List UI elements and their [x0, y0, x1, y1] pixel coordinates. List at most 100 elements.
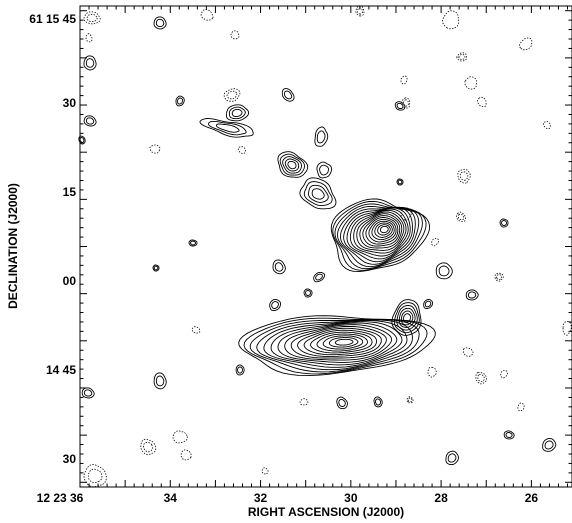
contour-line: [83, 389, 93, 397]
contour-line: [303, 288, 313, 298]
contour-line: [447, 453, 457, 463]
compact-source: [503, 430, 515, 440]
compact-source: [373, 396, 383, 408]
contour-line: [316, 130, 326, 144]
compact-source: [435, 262, 453, 280]
contour-line: [330, 198, 431, 273]
contour-line: [314, 126, 329, 147]
negative-sidelobe: [542, 120, 551, 130]
contour-line: [290, 325, 387, 359]
contour-line: [356, 211, 405, 251]
compact-source: [396, 178, 404, 186]
compact-source: [542, 437, 557, 452]
contour-line: [519, 37, 533, 51]
contour-line: [85, 117, 95, 125]
contour-line: [391, 299, 422, 336]
contour-line: [277, 151, 309, 178]
contour-line: [271, 301, 279, 309]
contour-line: [277, 322, 398, 363]
contour-line: [459, 171, 469, 181]
contour-line: [501, 220, 507, 226]
contour-line: [477, 374, 485, 382]
contour-line: [496, 274, 502, 280]
contour-line: [172, 430, 188, 444]
compact-source: [153, 16, 167, 30]
negative-sidelobe: [223, 88, 241, 102]
contour-line: [177, 97, 184, 105]
contour-line: [284, 324, 393, 361]
negative-sidelobe: [464, 76, 477, 90]
y-tick-labels: 30 14 45 00 15 30 61 15 45: [29, 12, 76, 466]
contour-line: [398, 307, 416, 328]
negative-sidelobe: [400, 75, 408, 85]
contour-line: [334, 338, 354, 346]
contour-line: [374, 222, 393, 238]
y-tick-label: 00: [63, 274, 77, 288]
contour-line: [353, 209, 407, 254]
contour-line: [499, 218, 509, 228]
contour-line: [464, 76, 477, 90]
negative-sidelobe: [83, 11, 101, 25]
contour-line: [261, 467, 269, 475]
compact-source: [423, 298, 434, 309]
compact-source: [269, 298, 282, 312]
compact-source: [81, 387, 95, 399]
compact-source: [235, 364, 245, 376]
contour-line: [427, 366, 437, 378]
contour-line: [153, 16, 167, 30]
contour-line: [424, 300, 432, 308]
compact-source: [336, 396, 348, 410]
contour-line: [403, 99, 409, 107]
contour-line: [299, 398, 309, 406]
negative-sidelobe: [85, 33, 93, 43]
contour-line: [140, 438, 157, 456]
compact-source: [188, 239, 198, 247]
contour-line: [322, 335, 364, 350]
contour-line: [272, 259, 286, 275]
contour-line: [281, 88, 295, 102]
contour-line: [334, 203, 423, 270]
contour-line: [349, 208, 409, 257]
contour-line: [438, 265, 450, 277]
contour-line: [83, 115, 97, 127]
contour-line: [505, 432, 513, 438]
negative-sidelobe: [237, 146, 246, 154]
contour-line: [403, 313, 412, 323]
contour-line: [152, 264, 160, 272]
contour-line: [199, 118, 254, 138]
x-tick-label: 34: [164, 491, 178, 505]
contour-line: [406, 396, 414, 404]
negative-sidelobe: [406, 396, 414, 404]
x-tick-label: 12 23 36: [37, 491, 84, 505]
contour-line: [517, 402, 525, 412]
contour-line: [457, 168, 471, 184]
contour-line: [368, 218, 397, 243]
x-axis-label: RIGHT ASCENSION (J2000): [248, 505, 404, 519]
contour-line: [303, 181, 333, 207]
contour-line: [153, 265, 159, 271]
contour-line: [357, 7, 363, 15]
contour-line: [355, 5, 365, 17]
contour-line: [311, 188, 325, 200]
contour-line: [303, 329, 378, 356]
southern-hotspot-contours: [391, 299, 422, 336]
negative-sidelobe: [463, 347, 474, 357]
y-tick-label: 30: [63, 96, 77, 110]
contour-line: [208, 120, 247, 136]
contour-line: [155, 375, 165, 387]
contour-line: [305, 290, 311, 296]
jet-knot-a-contours: [277, 151, 309, 178]
contour-line: [477, 96, 487, 108]
contour-line: [313, 271, 326, 283]
contour-line: [542, 120, 551, 130]
contour-line: [237, 366, 243, 374]
compact-source: [394, 101, 406, 111]
contour-line: [83, 55, 97, 71]
negative-sidelobe: [500, 370, 508, 379]
compact-source: [272, 259, 286, 275]
y-tick-label: 30: [63, 452, 77, 466]
negative-sidelobe: [519, 37, 533, 51]
jet-knot-d-contours: [314, 126, 329, 147]
compact-source: [83, 115, 97, 127]
